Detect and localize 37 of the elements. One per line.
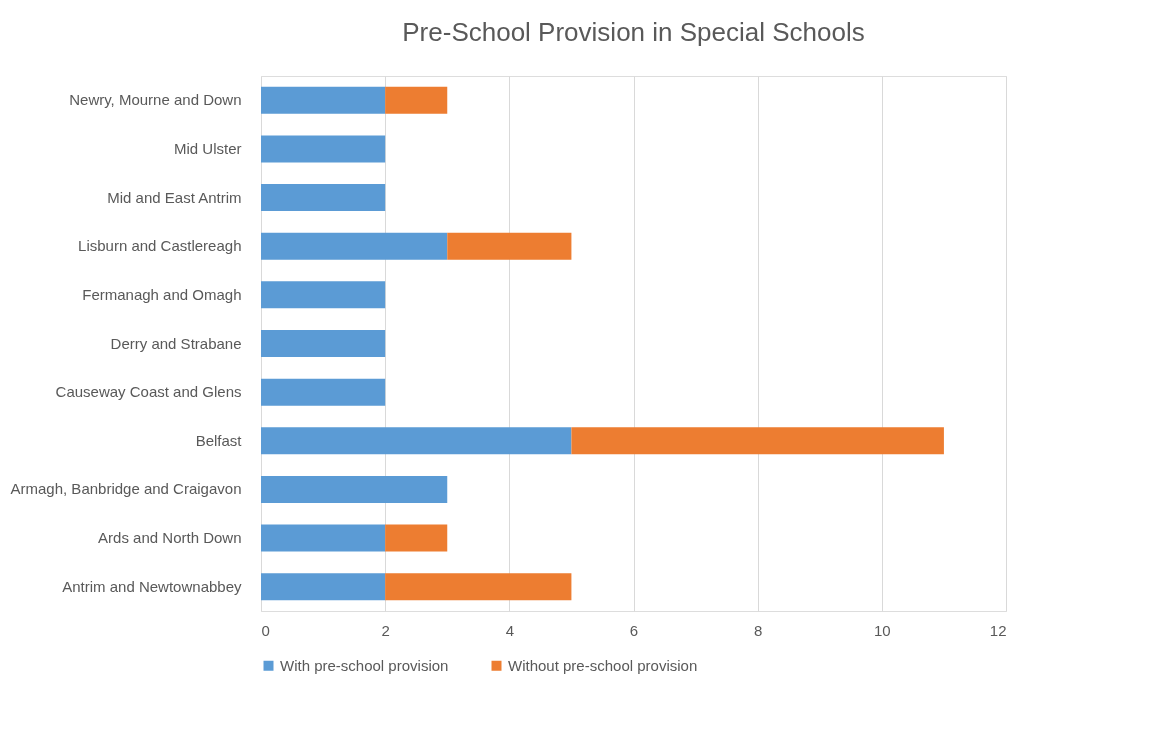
bar [261, 135, 386, 163]
bar [261, 524, 386, 552]
bar [261, 475, 448, 503]
bar [385, 573, 572, 601]
x-tick-label: 6 [629, 621, 639, 639]
bar [261, 330, 386, 357]
y-tick-label: Mid Ulster [173, 139, 242, 157]
x-tick-label: 4 [505, 621, 515, 639]
legend-label: With pre-school provision [280, 656, 449, 674]
y-tick-label: Causeway Coast and Glens [55, 383, 242, 401]
bar [261, 86, 386, 114]
y-tick-label: Armagh, Banbridge and Craigavon [10, 480, 242, 498]
x-tick-label: 12 [989, 621, 1007, 639]
y-tick-label: Fermanagh and Omagh [82, 285, 242, 303]
y-tick-label: Belfast [195, 431, 243, 449]
bar [261, 378, 386, 406]
y-tick-label: Newry, Mourne and Down [69, 91, 242, 109]
bar [261, 573, 386, 601]
y-tick-label: Lisburn and Castlereagh [78, 237, 242, 255]
bar [261, 427, 572, 455]
bar [261, 281, 386, 309]
x-tick-label: 0 [261, 621, 270, 639]
bar [261, 184, 386, 212]
x-tick-label: 2 [381, 621, 390, 639]
bar [261, 232, 448, 260]
bar [447, 232, 572, 260]
bar [385, 86, 448, 114]
y-tick-label: Mid and East Antrim [107, 188, 242, 206]
x-tick-label: 10 [873, 621, 891, 639]
bar [385, 524, 448, 552]
y-tick-label: Ards and North Down [98, 529, 242, 547]
chart-title: Pre-School Provision in Special Schools [402, 17, 865, 47]
legend-label: Without pre-school provision [508, 656, 698, 674]
x-tick-label: 8 [753, 621, 763, 639]
y-tick-label: Antrim and Newtownabbey [62, 577, 242, 595]
y-tick-label: Derry and Strabane [110, 334, 242, 352]
bar [571, 427, 944, 455]
